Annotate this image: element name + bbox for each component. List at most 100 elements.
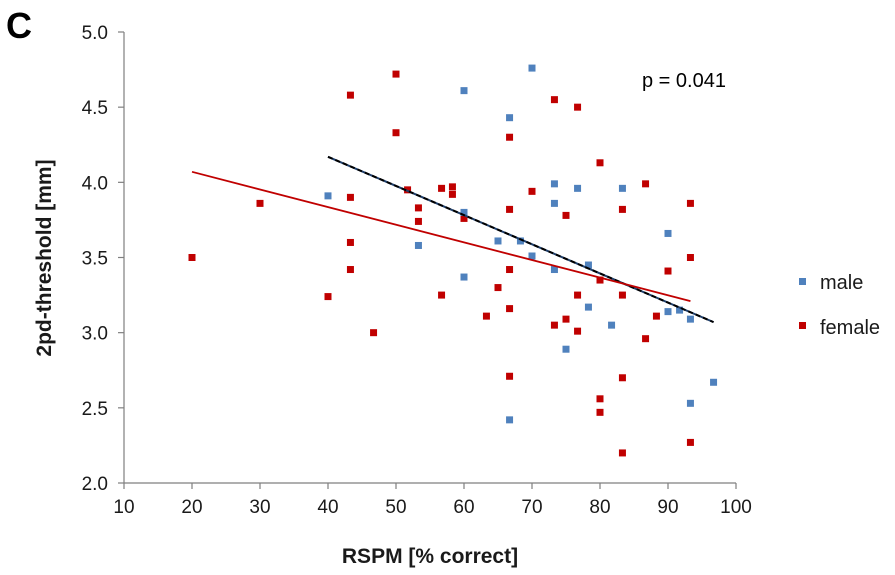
data-point-female bbox=[686, 199, 694, 207]
data-point-male bbox=[528, 64, 536, 72]
data-point-male bbox=[562, 345, 570, 353]
data-point-male bbox=[584, 303, 592, 311]
x-tick-label: 10 bbox=[113, 497, 134, 518]
data-point-male bbox=[516, 237, 524, 245]
data-point-female bbox=[574, 327, 582, 335]
legend-label-female: female bbox=[820, 317, 880, 339]
data-point-female bbox=[618, 449, 626, 457]
legend-marker-male bbox=[799, 278, 806, 285]
x-tick-label: 80 bbox=[589, 497, 610, 518]
x-tick-label: 40 bbox=[317, 497, 338, 518]
data-point-female bbox=[596, 159, 604, 167]
data-point-female bbox=[346, 193, 354, 201]
data-points bbox=[188, 64, 718, 457]
x-tick-label: 50 bbox=[385, 497, 406, 518]
data-point-male bbox=[324, 192, 332, 200]
x-ticks: 10 20 30 40 50 60 70 80 90 100 bbox=[113, 483, 752, 518]
data-point-female bbox=[506, 305, 514, 313]
x-tick-label: 20 bbox=[181, 497, 202, 518]
trendline-female bbox=[191, 170, 691, 302]
data-point-female bbox=[562, 315, 570, 323]
data-point-male bbox=[460, 208, 468, 216]
data-point-female bbox=[618, 374, 626, 382]
data-point-female bbox=[550, 96, 558, 104]
y-tick-label: 4.0 bbox=[82, 173, 108, 194]
data-point-female bbox=[392, 70, 400, 78]
data-point-female bbox=[392, 129, 400, 137]
panel-label: C bbox=[6, 5, 32, 46]
data-point-male bbox=[494, 237, 502, 245]
p-value-annotation: p = 0.041 bbox=[642, 70, 726, 92]
data-point-female bbox=[574, 103, 582, 111]
data-point-male bbox=[414, 241, 422, 249]
data-point-female bbox=[506, 133, 514, 141]
data-point-male bbox=[550, 266, 558, 274]
x-tick-label: 60 bbox=[453, 497, 474, 518]
y-tick-label: 2.0 bbox=[82, 474, 108, 495]
data-point-female bbox=[448, 190, 456, 198]
data-point-male bbox=[528, 252, 536, 260]
data-point-male bbox=[584, 261, 592, 269]
data-point-female bbox=[596, 395, 604, 403]
data-point-female bbox=[346, 238, 354, 246]
y-tick-label: 2.5 bbox=[82, 399, 108, 420]
data-point-female bbox=[506, 372, 514, 380]
data-point-male bbox=[686, 315, 694, 323]
x-axis-title: RSPM [% correct] bbox=[342, 545, 518, 568]
data-point-male bbox=[608, 321, 616, 329]
legend: male female bbox=[799, 272, 880, 339]
data-point-female bbox=[528, 187, 536, 195]
data-point-female bbox=[596, 408, 604, 416]
y-tick-label: 4.5 bbox=[82, 98, 108, 119]
x-tick-label: 30 bbox=[249, 497, 270, 518]
x-tick-label: 70 bbox=[521, 497, 542, 518]
data-point-female bbox=[574, 291, 582, 299]
data-point-male bbox=[676, 306, 684, 314]
data-point-female bbox=[256, 199, 264, 207]
data-point-female bbox=[460, 214, 468, 222]
data-point-female bbox=[370, 329, 378, 337]
x-tick-label: 100 bbox=[720, 497, 752, 518]
data-point-female bbox=[494, 284, 502, 292]
y-tick-label: 3.5 bbox=[82, 249, 108, 270]
data-point-female bbox=[686, 438, 694, 446]
data-point-female bbox=[550, 321, 558, 329]
data-point-male bbox=[574, 184, 582, 192]
data-point-male bbox=[506, 114, 514, 122]
data-point-male bbox=[664, 229, 672, 237]
data-point-male bbox=[664, 308, 672, 316]
data-point-male bbox=[710, 378, 718, 386]
data-point-female bbox=[482, 312, 490, 320]
data-point-female bbox=[346, 91, 354, 99]
data-point-female bbox=[642, 180, 650, 188]
data-point-female bbox=[652, 312, 660, 320]
data-point-female bbox=[324, 293, 332, 301]
data-point-female bbox=[414, 204, 422, 212]
data-point-female bbox=[448, 183, 456, 191]
data-point-female bbox=[596, 276, 604, 284]
data-point-female bbox=[414, 217, 422, 225]
data-point-female bbox=[642, 335, 650, 343]
y-axis-title: 2pd-threshold [mm] bbox=[33, 159, 56, 356]
data-point-female bbox=[438, 291, 446, 299]
trendlines bbox=[191, 155, 714, 324]
data-point-male bbox=[686, 399, 694, 407]
data-point-female bbox=[506, 266, 514, 274]
data-point-female bbox=[562, 211, 570, 219]
data-point-female bbox=[506, 205, 514, 213]
data-point-female bbox=[686, 254, 694, 261]
data-point-male bbox=[460, 273, 468, 281]
data-point-male bbox=[506, 416, 514, 424]
data-point-male bbox=[618, 184, 626, 192]
data-point-male bbox=[550, 199, 558, 207]
y-tick-label: 3.0 bbox=[82, 324, 108, 345]
x-tick-label: 90 bbox=[657, 497, 678, 518]
data-point-female bbox=[188, 254, 196, 261]
data-point-male bbox=[460, 87, 468, 95]
data-point-female bbox=[346, 266, 354, 274]
y-tick-label: 5.0 bbox=[82, 23, 108, 44]
y-ticks: 2.0 2.5 3.0 3.5 4.0 4.5 5.0 bbox=[82, 23, 124, 495]
trendline-male bbox=[327, 155, 714, 324]
axes bbox=[123, 32, 736, 484]
